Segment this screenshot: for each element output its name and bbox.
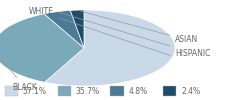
Text: BLACK: BLACK bbox=[0, 50, 37, 92]
FancyBboxPatch shape bbox=[163, 86, 176, 96]
FancyBboxPatch shape bbox=[110, 86, 124, 96]
Text: ASIAN: ASIAN bbox=[80, 11, 198, 44]
Text: WHITE: WHITE bbox=[29, 8, 170, 56]
Wedge shape bbox=[44, 10, 84, 48]
Text: 4.8%: 4.8% bbox=[128, 86, 148, 96]
Text: 57.1%: 57.1% bbox=[23, 86, 47, 96]
Wedge shape bbox=[0, 14, 84, 82]
Text: 2.4%: 2.4% bbox=[181, 86, 200, 96]
Wedge shape bbox=[45, 10, 175, 86]
FancyBboxPatch shape bbox=[5, 86, 18, 96]
Text: 35.7%: 35.7% bbox=[76, 86, 100, 96]
FancyBboxPatch shape bbox=[58, 86, 71, 96]
Text: HISPANIC: HISPANIC bbox=[60, 12, 210, 57]
Wedge shape bbox=[70, 10, 84, 48]
